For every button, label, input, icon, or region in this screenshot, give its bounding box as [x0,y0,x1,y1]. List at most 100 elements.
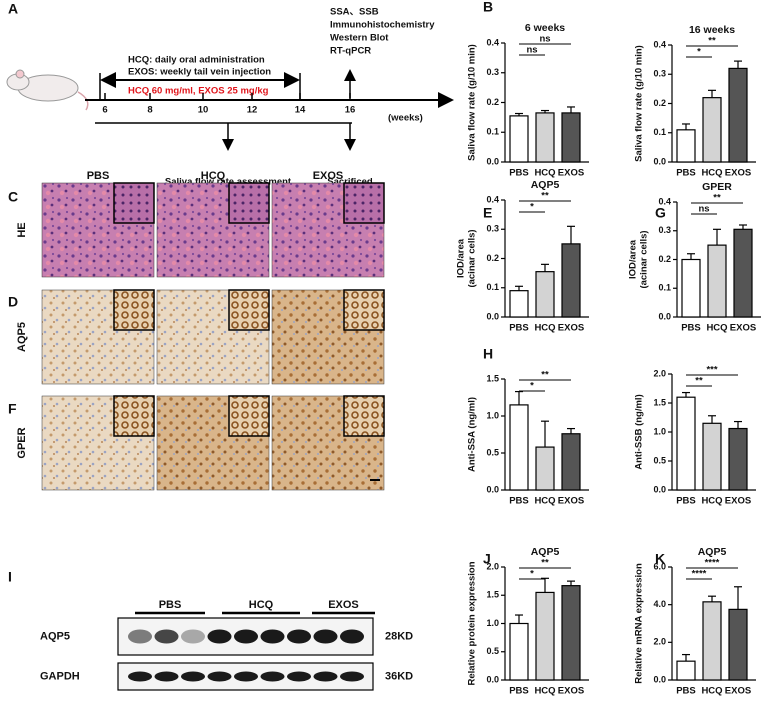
inset [113,182,155,224]
band [234,629,258,644]
row-label: AQP5 [16,322,28,352]
mouse-icon [6,69,89,111]
bar [509,622,529,681]
significance-label: **** [705,558,720,569]
band [340,629,364,644]
inset [113,289,155,331]
y-tick-label: 0.0 [486,311,499,321]
chart-title: 16 weeks [689,24,735,36]
y-tick-label: 0.1 [653,127,666,137]
group-label: PBS [159,599,182,611]
significance-label: ** [541,191,549,202]
x-tick-label: PBS [681,323,701,334]
bar [702,422,722,491]
week-label: 6 [102,105,107,116]
band [313,671,338,682]
inset [343,395,385,437]
protein-label: GAPDH [40,670,80,682]
y-tick-label: 0.4 [653,39,666,49]
significance-label: ns [698,204,709,215]
panel-letter: I [8,569,12,585]
bar [681,258,701,318]
x-tick-label: EXOS [558,168,584,179]
dose-text: HCQ 60 mg/ml, EXOS 25 mg/kg [128,86,269,97]
y-tick-label: 4.0 [653,599,666,609]
y-tick-label: 0.2 [653,98,666,108]
y-axis-label: Anti-SSA (ng/ml) [467,397,478,472]
panel-letter: F [8,401,17,417]
x-tick-label: HCQ [534,168,555,179]
x-tick-label: PBS [676,496,696,507]
inset [343,182,385,224]
x-tick-label: EXOS [558,323,584,334]
size-label: 36KD [385,670,413,682]
column-label: PBS [87,170,110,182]
panel-letter: G [655,205,666,221]
y-tick-label: 0.0 [486,156,499,166]
y-tick-label: 2.0 [653,637,666,647]
y-tick-label: 0.2 [486,97,499,107]
bar [509,290,529,318]
significance-label: * [697,47,701,58]
inset [113,395,155,437]
panel-letter: D [8,294,18,310]
y-tick-label: 1.5 [653,397,666,407]
bar [676,660,696,681]
chart-title: AQP5 [531,179,560,191]
week-label: 10 [198,105,209,116]
significance-label: ** [695,376,703,387]
bar [702,601,722,681]
x-tick-label: EXOS [730,323,756,334]
x-tick-label: EXOS [558,686,584,697]
band [260,671,285,682]
y-axis-label: (acinar cells) [639,230,650,288]
inset [228,182,270,224]
group-label: HCQ [249,599,274,611]
row-label: GPER [16,427,28,458]
significance-label: * [530,381,534,392]
bar [561,585,581,681]
axis-unit: (weeks) [388,113,423,124]
y-tick-label: 0.2 [486,253,499,263]
histology: PBS HCQ EXOS HE AQP5 GPER [16,170,385,491]
band [340,671,364,682]
x-tick-label: EXOS [725,496,751,507]
band [207,629,232,644]
inset [343,289,385,331]
band [287,629,311,644]
x-tick-label: HCQ [534,323,555,334]
bar [509,115,529,163]
panel-letter: B [483,0,493,15]
x-tick-label: PBS [509,323,529,334]
chart-title: 6 weeks [525,22,565,34]
x-tick-label: HCQ [534,686,555,697]
y-tick-label: 0.0 [653,156,666,166]
panel-letter: E [483,205,492,221]
chart-title: AQP5 [531,546,560,558]
western-blot: PBS HCQ EXOS AQP5 28KD GAPDH 36KD [40,599,413,691]
panel-letter: A [8,1,18,17]
x-tick-label: PBS [676,168,696,179]
y-tick-label: 0.1 [486,282,499,292]
treatment-text: EXOS: weekly tail vein injection [128,67,271,78]
bar [676,396,696,491]
y-tick-label: 2.0 [486,561,499,571]
group-label: EXOS [328,599,359,611]
event-text: Saliva flow rate assessment [165,177,292,188]
y-tick-label: 0.4 [486,194,499,204]
bar [535,446,555,491]
y-tick-label: 0.3 [486,224,499,234]
x-tick-label: PBS [509,168,529,179]
y-axis-label: Anti-SSB (ng/ml) [634,394,645,469]
assay-text: Western Blot [330,33,389,44]
panel-letter: C [8,189,18,205]
y-tick-label: 0.4 [486,37,499,47]
row-label: HE [16,222,28,237]
panel-letter: J [483,551,491,567]
event-text: Sacrificed [327,177,373,188]
chart-title: AQP5 [698,546,727,558]
significance-label: ** [541,558,549,569]
y-tick-label: 0.5 [486,646,499,656]
bar [728,67,748,163]
